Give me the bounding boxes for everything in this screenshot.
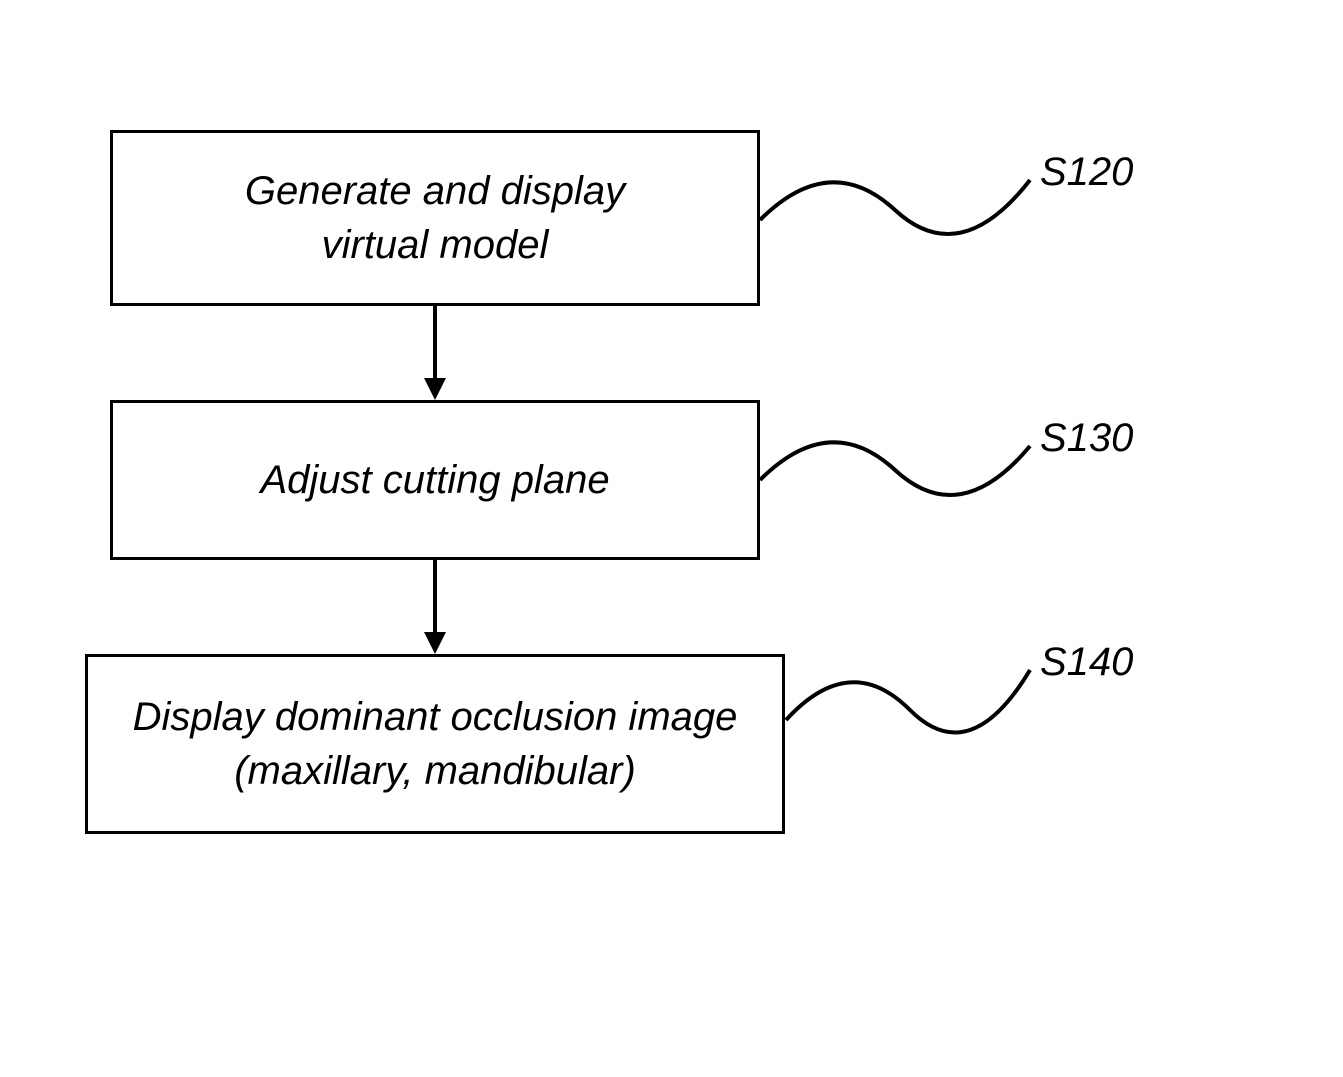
flowchart-step-s120: Generate and display virtual model xyxy=(110,130,760,306)
flowchart-step-s130: Adjust cutting plane xyxy=(110,400,760,560)
step-s120-text-content: Generate and display virtual model xyxy=(245,169,625,267)
flowchart-step-s140: Display dominant occlusion image (maxill… xyxy=(85,654,785,834)
step-label-s130: S130 xyxy=(1040,416,1133,461)
step-label-s120-text: S120 xyxy=(1040,150,1133,194)
flowchart-step-s140-text: Display dominant occlusion image (maxill… xyxy=(123,680,748,808)
arrow-s120-s130 xyxy=(424,306,446,400)
flowchart-step-s120-text: Generate and display virtual model xyxy=(235,154,635,282)
step-label-s140-text: S140 xyxy=(1040,640,1133,684)
step-s130-text-content: Adjust cutting plane xyxy=(260,458,609,502)
step-label-s120: S120 xyxy=(1040,150,1133,195)
squiggle-s120 xyxy=(760,180,1030,234)
step-label-s130-text: S130 xyxy=(1040,416,1133,460)
step-s140-text-content: Display dominant occlusion image (maxill… xyxy=(133,695,738,793)
squiggle-s130 xyxy=(760,442,1030,495)
step-label-s140: S140 xyxy=(1040,640,1133,685)
squiggle-s140 xyxy=(786,670,1030,733)
arrow-s130-s140 xyxy=(424,560,446,654)
flowchart-step-s130-text: Adjust cutting plane xyxy=(250,443,619,517)
